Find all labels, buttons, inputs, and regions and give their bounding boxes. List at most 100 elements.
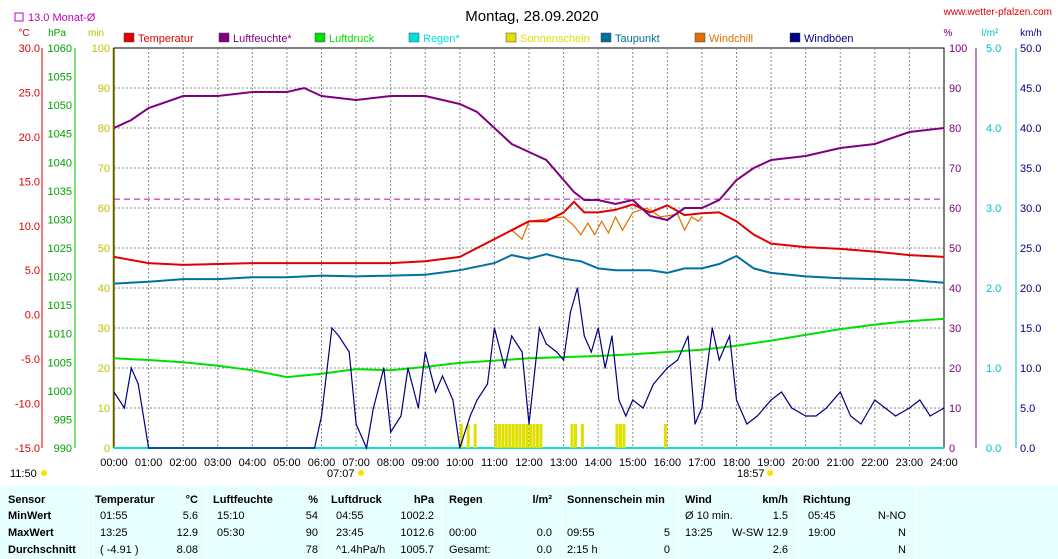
x-tick: 12:00 <box>515 457 543 469</box>
point-windben <box>611 335 613 337</box>
point-windben <box>632 399 634 401</box>
stats-divider <box>206 486 207 559</box>
series-layer <box>113 86 945 451</box>
point-windchill <box>690 216 693 218</box>
x-tick: 14:00 <box>584 457 612 469</box>
legend-swatch-temperature <box>123 32 135 43</box>
point-luftfeuchte <box>113 127 115 129</box>
wind-value: 2.6 <box>772 544 788 556</box>
point-temperatur <box>545 220 547 222</box>
wind-tick: 25.0 <box>1020 243 1041 255</box>
point-windben <box>407 367 409 369</box>
point-luftfeuchte <box>839 147 841 149</box>
point-taupunkt <box>528 258 530 260</box>
point-windben <box>469 415 471 417</box>
point-luftfeuchte <box>286 91 288 93</box>
x-tick: 11:00 <box>481 457 508 469</box>
point-temperatur <box>147 262 150 264</box>
rain-tick: 5.0 <box>986 43 1001 55</box>
point-windben <box>147 447 150 449</box>
bar-sonnenschein <box>494 424 498 448</box>
point-windben <box>825 407 828 409</box>
wind-tick: 30.0 <box>1020 203 1041 215</box>
point-taupunkt <box>684 267 686 270</box>
point-luftdruck <box>805 334 807 336</box>
point-luftdruck <box>632 353 634 355</box>
point-luftfeuchte <box>805 155 807 157</box>
point-windchill <box>645 207 648 209</box>
temp-value: 12.9 <box>176 527 198 539</box>
minutes-tick: 90 <box>98 83 110 95</box>
point-regen <box>113 447 115 449</box>
point-windben <box>780 391 783 393</box>
pct-tick: 70 <box>949 163 961 175</box>
point-windben <box>718 359 720 361</box>
point-taupunkt <box>632 269 634 271</box>
rain-time: 00:00 <box>449 527 477 539</box>
rain-tick: 3.0 <box>986 203 1001 215</box>
point-windben <box>486 383 489 385</box>
sun-value: 5 <box>663 527 670 539</box>
point-luftfeuchte <box>217 95 219 97</box>
point-windben <box>604 367 606 369</box>
series-windben <box>113 287 945 451</box>
wind-tick: 10.0 <box>1020 363 1041 375</box>
point-luftfeuchte <box>573 191 575 193</box>
point-luftfeuchte <box>770 159 772 161</box>
point-taupunkt <box>770 272 772 274</box>
point-temperatur <box>718 211 720 214</box>
hdr-sensor: Sensor <box>8 494 46 506</box>
point-windben <box>372 407 374 409</box>
legend-label-dewpoint: Taupunkt <box>615 33 660 45</box>
point-windchill <box>573 225 575 227</box>
bar-sonnenschein <box>580 424 584 448</box>
point-luftfeuchte <box>528 151 530 153</box>
bar-sonnenschein <box>529 424 532 448</box>
point-windben <box>424 351 426 353</box>
point-luftdruck <box>147 359 150 361</box>
hdr-direction: Richtung <box>803 494 851 506</box>
chart-title: Montag, 28.09.2020 <box>465 8 598 25</box>
press-tick: 1040 <box>48 157 72 169</box>
press-tick: 1020 <box>48 272 72 284</box>
point-windben <box>331 327 333 329</box>
point-windben <box>435 391 437 393</box>
point-windben <box>860 423 862 425</box>
point-windben <box>590 351 592 353</box>
point-windchill <box>614 216 617 218</box>
point-luftfeuchte <box>666 219 668 221</box>
point-windben <box>569 311 572 313</box>
minutes-tick: 20 <box>98 363 110 375</box>
wind-tick: 20.0 <box>1020 283 1041 295</box>
point-luftdruck <box>390 369 392 371</box>
bar-sonnenschein <box>618 424 622 448</box>
bar-sonnenschein <box>622 424 626 448</box>
point-taupunkt <box>718 263 720 265</box>
point-temperatur <box>753 234 755 236</box>
rain-time: Gesamt: <box>449 544 491 556</box>
site-link[interactable]: www.wetter-pfalzen.com <box>943 7 1052 18</box>
point-luftfeuchte <box>476 111 478 113</box>
press-value: 1002.2 <box>400 510 434 522</box>
bar-sonnenschein <box>525 424 529 448</box>
bar-sonnenschein <box>522 424 526 448</box>
point-windben <box>805 415 807 417</box>
point-temperatur <box>583 211 585 214</box>
dir-value: N <box>898 544 906 556</box>
minutes-tick: 40 <box>98 283 110 295</box>
sunrise-time: 07:07 <box>327 468 355 480</box>
point-taupunkt <box>355 275 357 278</box>
dir-time: 05:45 <box>808 510 836 522</box>
point-luftfeuchte <box>493 127 496 129</box>
point-windben <box>701 407 703 409</box>
point-luftfeuchte <box>943 127 945 129</box>
point-taupunkt <box>666 272 668 274</box>
point-luftfeuchte <box>597 199 599 201</box>
temp-tick: -15.0 <box>15 443 40 455</box>
wind-value: 12.9 <box>766 527 788 539</box>
point-taupunkt <box>320 274 323 277</box>
minutes-tick: 100 <box>92 43 110 55</box>
point-luftfeuchte <box>251 91 253 93</box>
x-tick: 20:00 <box>792 457 820 469</box>
rain-tick: 0.0 <box>986 443 1001 455</box>
